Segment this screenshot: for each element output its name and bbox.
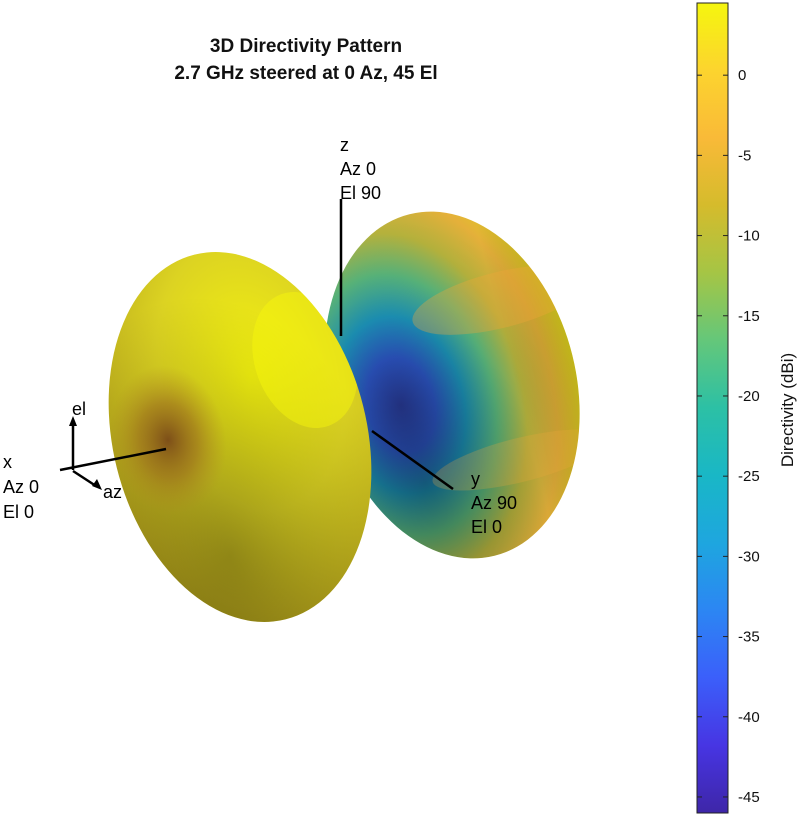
svg-text:El 0: El 0 bbox=[471, 517, 502, 537]
front-lobe bbox=[108, 252, 372, 622]
colorbar-tick-label: -35 bbox=[738, 629, 760, 646]
svg-text:El 90: El 90 bbox=[340, 183, 381, 203]
svg-text:Az 0: Az 0 bbox=[3, 477, 39, 497]
colorbar-label: Directivity (dBi) bbox=[778, 353, 797, 467]
colorbar-ticks: 0 -5 -10 -15 -20 -25 -30 -35 -40 -45 bbox=[697, 67, 760, 806]
z-axis-label: z Az 0 El 90 bbox=[340, 135, 381, 203]
colorbar-tick-label: -20 bbox=[738, 388, 760, 405]
colorbar-tick-label: -25 bbox=[738, 468, 760, 485]
az-label: az bbox=[103, 482, 122, 502]
svg-text:El 0: El 0 bbox=[3, 502, 34, 522]
svg-text:Az 0: Az 0 bbox=[340, 159, 376, 179]
colorbar-tick-label: -45 bbox=[738, 789, 760, 806]
svg-text:y: y bbox=[471, 469, 480, 489]
colorbar-tick-label: 0 bbox=[738, 67, 746, 84]
colorbar-tick-label: -5 bbox=[738, 147, 751, 164]
y-axis-label: y Az 90 El 0 bbox=[471, 469, 517, 537]
chart-title-line-1: 3D Directivity Pattern bbox=[210, 36, 402, 57]
x-axis-label: x Az 0 El 0 bbox=[3, 452, 39, 522]
back-lobe bbox=[324, 211, 608, 559]
x-axis-line bbox=[59, 447, 167, 472]
svg-text:x: x bbox=[3, 452, 12, 472]
colorbar-tick-label: -10 bbox=[738, 228, 760, 245]
svg-text:Az 90: Az 90 bbox=[471, 493, 517, 513]
colorbar-tick-label: -40 bbox=[738, 709, 760, 726]
svg-text:z: z bbox=[340, 135, 349, 155]
local-axes bbox=[69, 416, 102, 490]
chart-title-line-2: 2.7 GHz steered at 0 Az, 45 El bbox=[174, 63, 437, 84]
y-axis-line bbox=[371, 429, 454, 491]
colorbar-tick-label: -15 bbox=[738, 308, 760, 325]
colorbar-tick-label: -30 bbox=[738, 548, 760, 565]
colorbar: 0 -5 -10 -15 -20 -25 -30 -35 -40 -45 Directivity … bbox=[696, 2, 797, 814]
el-label: el bbox=[72, 399, 86, 419]
colorbar-gradient bbox=[696, 2, 729, 814]
